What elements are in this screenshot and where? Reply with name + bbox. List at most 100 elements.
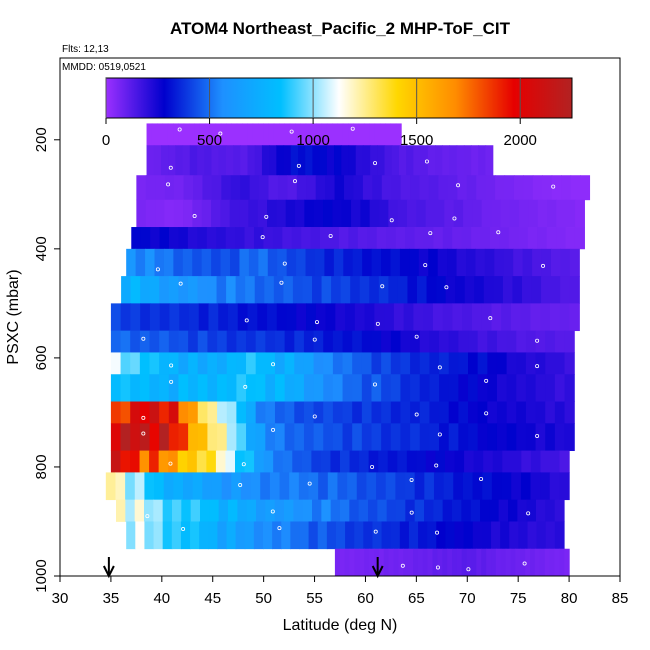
heatmap-cell [140,227,151,250]
heatmap-cell [419,401,431,424]
heatmap-cell [407,199,417,228]
heatmap-cell [173,248,184,277]
heatmap-cell [442,548,448,577]
heatmap-cell [190,521,200,550]
heatmap-cell [313,330,324,353]
heatmap-cell [334,548,341,577]
sample-marker [535,364,540,369]
heatmap-cell [500,521,510,550]
heatmap-cell [419,330,431,353]
heatmap-cell [554,352,566,375]
heatmap-cell [188,423,199,451]
heatmap-cell [499,227,510,250]
heatmap-cell [178,423,189,451]
heatmap-cell [286,248,297,277]
heatmap-cell [130,423,141,451]
sample-marker [466,567,471,572]
heatmap-cell [247,145,256,176]
heatmap-cell [559,472,570,501]
heatmap-cell [342,374,353,402]
heatmap-cell [530,548,536,577]
heatmap-cell [337,123,344,146]
heatmap-cell [564,330,575,353]
heatmap-cell [432,548,438,577]
heatmap-cell [506,374,517,402]
heatmap-cell [305,248,316,277]
heatmap-cell [511,472,522,501]
heatmap-cell [458,423,469,451]
heatmap-cell [420,145,429,176]
heatmap-cell [418,248,429,277]
heatmap-cell [517,499,528,522]
sample-marker [488,316,493,321]
heatmap-cell [554,374,566,402]
heatmap-cell [349,450,360,473]
sample-marker [400,563,405,568]
heatmap-cell [295,123,301,146]
heatmap-cell [272,227,283,250]
heatmap-cell [246,374,257,402]
heatmap-cell [478,145,487,176]
x-tick-label: 60 [357,590,374,607]
heatmap-cell [301,227,312,250]
sample-marker [307,481,312,486]
heatmap-cell [254,450,265,473]
heatmap-cell [150,227,161,250]
heatmap-cell [390,352,402,375]
heatmap-cell [178,401,189,424]
heatmap-cell [110,374,122,402]
heatmap-cell [320,450,332,473]
sample-marker [168,165,173,170]
heatmap-cell [448,401,459,424]
heatmap-cell [353,123,360,146]
heatmap-cell [447,548,453,577]
heatmap-cell [519,199,529,228]
heatmap-cell [208,521,218,550]
heatmap-cell [554,521,565,550]
heatmap-cell [159,423,170,451]
heatmap-cell [236,374,247,402]
heatmap-cell [372,521,383,550]
heatmap-cell [471,227,482,250]
heatmap-cell [487,374,498,402]
heatmap-cell [515,548,521,577]
heatmap-cell [512,276,523,304]
x-tick-label: 55 [306,590,323,607]
heatmap-cell [518,521,529,550]
heatmap-cell [378,276,389,304]
heatmap-cell [110,303,122,332]
heatmap-cell [564,374,575,402]
heatmap-cell [264,276,275,304]
heatmap-cell [537,227,548,250]
heatmap-cell [139,423,151,451]
heatmap-cell [520,303,532,332]
heatmap-cell [228,303,239,332]
heatmap-cell [350,276,361,304]
heatmap-cell [318,472,329,501]
heatmap-cell [178,123,185,146]
heatmap-cell [285,199,296,228]
sample-marker [437,432,442,437]
heatmap-cell [502,276,514,304]
heatmap-cell [366,472,377,501]
heatmap-cell [178,352,189,375]
heatmap-cell [168,450,179,473]
heatmap-cell [363,123,370,146]
heatmap-cell [556,199,567,228]
heatmap-cell [236,423,247,451]
heatmap-cell [144,521,155,550]
heatmap-cell [506,401,517,424]
heatmap-cell [347,472,358,501]
heatmap-cell [455,276,466,304]
heatmap-cell [419,352,431,375]
heatmap-cell [349,499,360,522]
heatmap-cell [284,330,295,353]
heatmap-cell [168,401,180,424]
heatmap-cell [144,472,155,501]
heatmap-cell [354,303,366,332]
heatmap-cell [362,145,371,176]
heatmap-cell [481,199,492,228]
heatmap-cell [381,352,392,375]
sample-marker [181,527,186,532]
heatmap-cell [461,548,468,577]
